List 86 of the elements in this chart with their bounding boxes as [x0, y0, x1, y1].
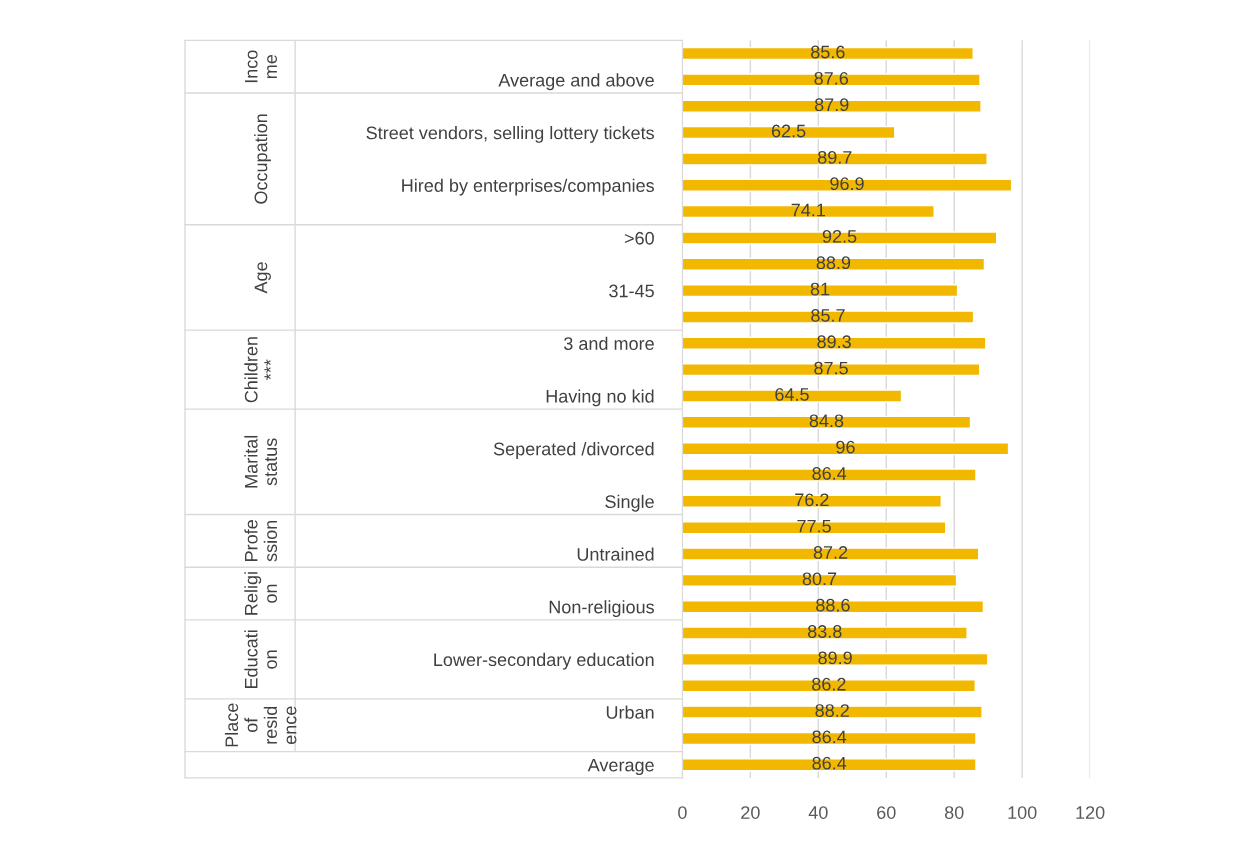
text: Marital status — [244, 435, 278, 488]
data-label: 85.6 — [811, 45, 845, 59]
bar — [682, 363, 981, 377]
bar — [682, 178, 1013, 192]
bar — [682, 679, 976, 693]
data-label: 83.8 — [807, 625, 842, 638]
x-tick-label: 60 — [877, 806, 896, 819]
text: Educati on — [244, 630, 278, 689]
data-label: 77.5 — [797, 519, 831, 533]
bar — [682, 494, 942, 508]
y-tick-label: Street vendors, selling lottery tickets — [366, 126, 654, 143]
data-label: 74.1 — [791, 203, 825, 217]
x-tick-label: 0 — [678, 806, 687, 819]
bar — [682, 204, 935, 219]
bar — [682, 46, 974, 61]
text: Age — [254, 262, 271, 294]
bar — [682, 758, 977, 772]
y-tick-label: 31-45 — [609, 284, 654, 298]
bar — [682, 125, 896, 140]
y-tick-label: Single — [605, 494, 654, 512]
data-label: 96.9 — [830, 177, 864, 191]
bar — [682, 573, 958, 587]
data-label: 86.2 — [812, 677, 846, 691]
y-tick-label: >60 — [624, 231, 654, 245]
bar — [682, 521, 947, 535]
data-label: 85.7 — [811, 309, 845, 322]
bar — [682, 415, 972, 429]
x-tick-label: 40 — [808, 806, 828, 819]
text: Inco me — [245, 50, 278, 83]
x-tick-label: 80 — [944, 806, 964, 819]
bar — [682, 389, 903, 403]
bar — [682, 99, 982, 113]
bar — [682, 336, 987, 350]
y-tick-label: Average and above — [498, 73, 654, 91]
data-label: 89.7 — [818, 150, 852, 164]
data-label: 76.2 — [795, 493, 829, 507]
data-label: 92.5 — [822, 229, 857, 243]
data-label: 84.8 — [809, 414, 844, 428]
bar — [682, 257, 986, 271]
bar — [682, 310, 975, 324]
y-tick-label: Urban — [606, 705, 654, 719]
y-tick-label: Untrained — [577, 547, 654, 561]
text: Place of resid ence — [224, 703, 297, 747]
data-label: 80.7 — [802, 572, 837, 586]
data-label: 86.4 — [812, 467, 847, 480]
bar — [682, 283, 959, 298]
bar — [682, 731, 977, 746]
bar — [682, 231, 998, 245]
data-label: 87.9 — [814, 98, 849, 112]
data-label: 64.5 — [775, 388, 809, 401]
bar — [682, 73, 981, 87]
y-tick-label: Hired by enterprises/companies — [402, 178, 654, 196]
text: Occupation — [254, 114, 271, 204]
data-label: 88.6 — [816, 598, 850, 612]
y-tick-label: Seperated /divorced — [493, 442, 654, 459]
bar — [682, 600, 985, 614]
text: Profe ssion — [244, 520, 278, 562]
bar — [682, 152, 988, 166]
y-tick-label: Non-religious — [549, 600, 654, 617]
data-label: 87.2 — [813, 546, 848, 559]
x-tick-label: 20 — [741, 806, 760, 819]
data-label: 88.2 — [815, 704, 849, 717]
bar — [682, 652, 989, 667]
bar — [682, 442, 1010, 456]
data-label: 81 — [810, 282, 830, 296]
x-tick-label: 120 — [1076, 806, 1105, 819]
x-tick-label: 100 — [1008, 806, 1037, 819]
y-tick-label: 3 and more — [563, 336, 654, 351]
data-label: 89.3 — [817, 335, 851, 349]
data-label: 86.4 — [812, 730, 847, 744]
data-label: 89.9 — [818, 651, 852, 665]
text: Children *** — [244, 337, 271, 403]
bar — [682, 705, 983, 719]
y-tick-label: Lower-secondary education — [434, 652, 654, 670]
data-label: 62.5 — [771, 124, 806, 138]
y-tick-label: Average — [587, 758, 654, 776]
bar — [682, 547, 980, 561]
bar — [682, 468, 977, 482]
data-label: 96 — [836, 440, 855, 454]
data-label: 87.5 — [814, 361, 848, 375]
bar — [682, 626, 968, 640]
y-tick-label: Having no kid — [546, 389, 654, 407]
text: Religi on — [244, 572, 278, 615]
data-label: 86.4 — [812, 756, 847, 770]
data-label: 87.6 — [814, 71, 848, 85]
data-label: 88.9 — [816, 256, 851, 270]
